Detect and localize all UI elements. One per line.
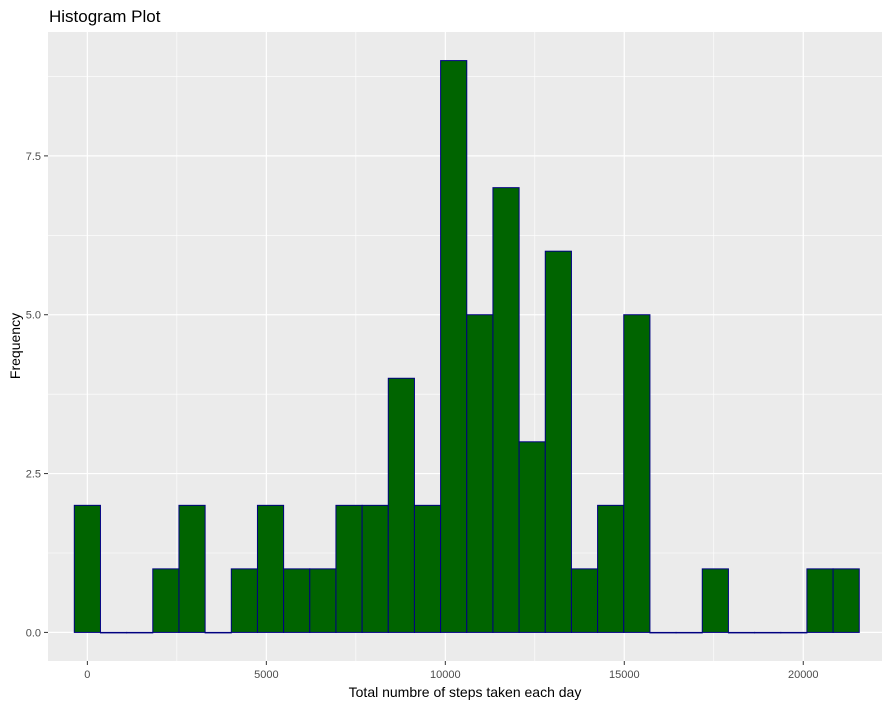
- histogram-bar: [466, 314, 494, 633]
- x-tick-label: 10000: [430, 669, 461, 681]
- y-tick-label: 2.5: [26, 469, 41, 481]
- histogram-bar: [518, 441, 546, 633]
- y-tick-label: 5.0: [26, 310, 41, 322]
- x-axis: 0 5000 10000 15000 20000: [84, 661, 819, 681]
- histogram-bar: [361, 504, 389, 633]
- x-tick-label: 20000: [788, 669, 819, 681]
- x-tick-label: 15000: [609, 669, 640, 681]
- y-axis-title: Frequency: [7, 313, 23, 379]
- histogram-bar: [832, 568, 860, 633]
- histogram-bar: [780, 631, 808, 634]
- histogram-bar: [675, 631, 703, 634]
- histogram-bar: [73, 504, 101, 633]
- histogram-bar: [754, 631, 782, 634]
- histogram-bars: [73, 60, 860, 634]
- histogram-bar: [309, 568, 337, 633]
- histogram-bar: [544, 250, 572, 633]
- histogram-bar: [283, 568, 311, 633]
- histogram-bar: [99, 631, 128, 634]
- x-tick-label: 5000: [254, 669, 278, 681]
- histogram-bar: [387, 377, 415, 633]
- chart-title: Histogram Plot: [49, 7, 161, 26]
- histogram-bar: [230, 568, 258, 633]
- histogram-bar: [204, 631, 232, 634]
- histogram-bar: [623, 314, 651, 633]
- histogram-bar: [152, 568, 180, 633]
- histogram-bar: [335, 504, 363, 633]
- histogram-bar: [126, 631, 154, 634]
- histogram-bar: [178, 504, 206, 633]
- histogram-bar: [570, 568, 599, 633]
- histogram-bar: [492, 187, 520, 633]
- x-axis-title: Total numbre of steps taken each day: [349, 684, 582, 700]
- y-tick-label: 7.5: [26, 151, 41, 163]
- y-axis: 0.0 2.5 5.0 7.5: [26, 151, 48, 639]
- x-tick-label: 0: [84, 669, 90, 681]
- histogram-bar: [727, 631, 756, 634]
- histogram-bar: [440, 60, 468, 633]
- histogram-bar: [649, 631, 677, 634]
- histogram-bar: [701, 568, 729, 633]
- histogram-bar: [806, 568, 834, 633]
- histogram-bar: [256, 504, 285, 633]
- histogram-bar: [413, 504, 442, 633]
- y-tick-label: 0.0: [26, 627, 41, 639]
- histogram-bar: [597, 504, 625, 633]
